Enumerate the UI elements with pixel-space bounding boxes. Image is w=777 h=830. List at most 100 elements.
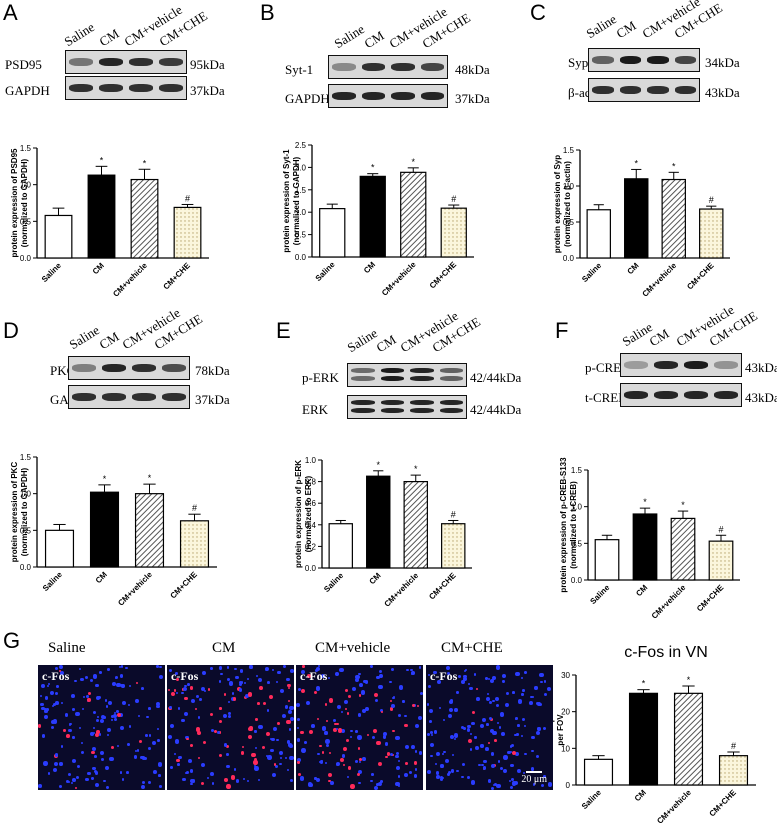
x-tick-label: CM+CHE	[428, 260, 459, 291]
nucleus-dot	[463, 670, 467, 673]
y-axis-label: protein expression of PSD95(normalized t…	[10, 148, 29, 257]
bar	[179, 520, 210, 568]
nucleus-dot	[185, 735, 189, 740]
c-fos-positive-cell	[476, 688, 479, 691]
nucleus-dot	[358, 781, 361, 785]
nucleus-dot	[463, 674, 467, 679]
nucleus-dot	[445, 759, 450, 764]
nucleus-dot	[332, 718, 337, 723]
bar	[661, 178, 686, 259]
nucleus-dot	[492, 783, 495, 786]
nucleus-dot	[101, 715, 106, 720]
significance-mark: *	[643, 497, 647, 507]
c-fos-positive-cell	[372, 728, 377, 733]
panel-letter-e: E	[276, 318, 291, 343]
nucleus-dot	[311, 724, 315, 728]
y-tick-label: 0.0	[20, 254, 32, 263]
nucleus-dot	[95, 695, 100, 700]
nucleus-dot	[430, 754, 433, 758]
nucleus-dot	[140, 785, 145, 789]
nucleus-dot	[119, 665, 122, 668]
nucleus-dot	[190, 769, 194, 773]
nucleus-dot	[92, 767, 96, 771]
nucleus-dot	[126, 771, 130, 775]
nucleus-dot	[453, 733, 459, 738]
nucleus-dot	[44, 710, 48, 714]
y-tick-label: 0.5	[20, 217, 32, 226]
nucleus-dot	[155, 665, 159, 668]
nucleus-dot	[243, 682, 246, 685]
nucleus-dot	[296, 718, 301, 722]
bar	[44, 529, 75, 568]
nucleus-dot	[484, 677, 488, 680]
x-tick-label: CM	[94, 570, 109, 585]
c-fos-positive-cell	[350, 784, 355, 789]
bar	[134, 493, 165, 568]
nucleus-dot	[233, 767, 237, 771]
nucleus-dot	[426, 770, 432, 775]
blot-protein-label: GAPDH	[285, 91, 330, 106]
nucleus-dot	[436, 751, 441, 756]
micrograph-stain-label: c-Fos	[430, 669, 458, 683]
nucleus-dot	[531, 749, 534, 753]
bar	[130, 178, 159, 259]
blot-band	[624, 391, 648, 399]
blot-kda-label: 43kDa	[705, 85, 740, 100]
c-fos-positive-cell	[186, 737, 189, 741]
nucleus-dot	[254, 730, 257, 733]
nucleus-dot	[152, 769, 157, 774]
blot-band	[332, 63, 356, 71]
c-fos-positive-cell	[218, 731, 222, 734]
c-fos-positive-cell	[248, 734, 253, 740]
nucleus-dot	[206, 776, 210, 780]
nucleus-dot	[514, 751, 519, 756]
nucleus-dot	[121, 684, 125, 688]
y-axis-label: protein expression of Syp(normalized to …	[553, 155, 572, 253]
c-fos-positive-cell	[389, 707, 394, 711]
nucleus-dot	[220, 673, 223, 676]
c-fos-positive-cell	[262, 745, 266, 750]
nucleus-dot	[147, 780, 151, 784]
nucleus-dot	[276, 680, 279, 684]
x-tick-label: CM	[91, 261, 106, 276]
micrograph-title-cm-vehicle: CM+vehicle	[315, 640, 391, 656]
nucleus-dot	[125, 666, 128, 670]
nucleus-dot	[491, 676, 496, 681]
nucleus-dot	[489, 701, 493, 705]
blot-protein-label: Syt-1	[285, 62, 314, 77]
c-fos-positive-cell	[328, 773, 333, 778]
nucleus-dot	[440, 764, 444, 768]
nucleus-dot	[389, 753, 393, 757]
nucleus-dot	[225, 753, 229, 757]
x-tick-label: CM+CHE	[685, 261, 716, 292]
nucleus-dot	[177, 707, 180, 710]
blot-band	[684, 391, 708, 399]
nucleus-dot	[547, 782, 553, 787]
c-fos-positive-cell	[87, 698, 91, 702]
nucleus-dot	[89, 679, 94, 683]
nucleus-dot	[51, 725, 55, 729]
nucleus-dot	[398, 759, 401, 762]
y-tick-label: 0.5	[295, 231, 307, 240]
blot-band	[420, 92, 444, 100]
nucleus-dot	[514, 734, 517, 737]
nucleus-dot	[99, 671, 102, 675]
c-fos-positive-cell	[325, 720, 328, 723]
nucleus-dot	[397, 713, 401, 718]
nucleus-dot	[410, 744, 415, 749]
nucleus-dot	[493, 783, 498, 787]
y-tick-label: 0.0	[305, 564, 317, 573]
c-fos-positive-cell	[384, 755, 388, 759]
nucleus-dot	[287, 740, 291, 744]
nucleus-dot	[316, 686, 321, 691]
nucleus-dot	[158, 774, 161, 777]
nucleus-dot	[112, 714, 117, 718]
nucleus-dot	[378, 669, 383, 674]
nucleus-dot	[98, 695, 102, 699]
blot-band	[69, 84, 93, 92]
nucleus-dot	[238, 688, 243, 693]
nucleus-dot	[536, 702, 541, 707]
c-fos-positive-cell	[416, 705, 419, 708]
nucleus-dot	[512, 691, 515, 694]
c-fos-positive-cell	[197, 757, 200, 760]
